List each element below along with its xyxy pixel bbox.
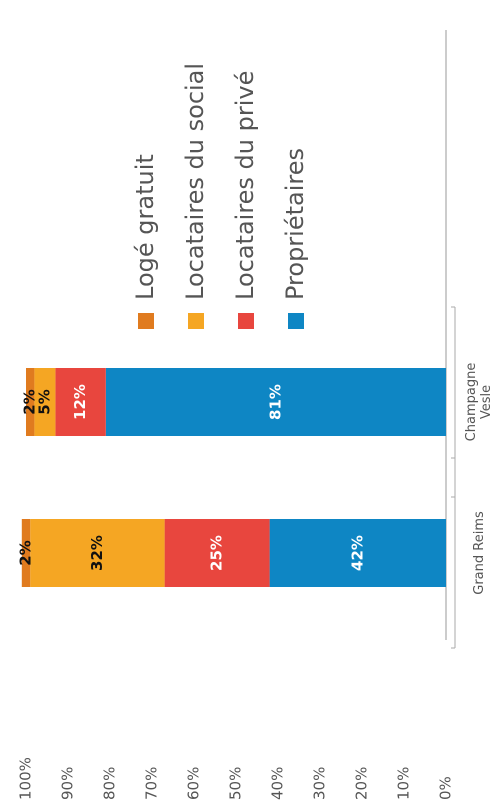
- tick-label-90pct: 90%: [59, 767, 77, 800]
- tick-label-30pct: 30%: [311, 767, 329, 800]
- legend-label: Locataires du privé: [231, 71, 259, 300]
- legend-label: Locataires du social: [181, 63, 209, 300]
- tick-label-0pct: 0%: [437, 776, 455, 800]
- tick-label-40pct: 40%: [269, 767, 287, 800]
- bar-segment: [269, 519, 446, 587]
- data-label: 42%: [348, 535, 366, 571]
- data-label: 25%: [208, 535, 226, 571]
- legend-swatch: [288, 313, 304, 329]
- bar-segment: [55, 368, 106, 436]
- legend-swatch: [188, 313, 204, 329]
- bar-segment: [34, 368, 56, 436]
- bar-segment: [21, 519, 31, 587]
- data-label: 12%: [71, 384, 89, 420]
- data-label: 81%: [266, 384, 284, 420]
- bar-segment: [26, 368, 35, 436]
- tick-label-100pct: 100%: [17, 757, 35, 800]
- tick-label-80pct: 80%: [101, 767, 119, 800]
- tick-label-10pct: 10%: [395, 767, 413, 800]
- legend-swatch: [238, 313, 254, 329]
- data-label: 5%: [35, 389, 53, 414]
- legend-swatch: [138, 313, 154, 329]
- data-label: 2%: [21, 389, 39, 414]
- data-label: 2%: [17, 540, 35, 565]
- bar-segment: [105, 368, 447, 436]
- tick-label-50pct: 50%: [227, 767, 245, 800]
- legend-label: Propriétaires: [281, 148, 309, 300]
- tick-label-20pct: 20%: [353, 767, 371, 800]
- category-label: Champagne: [464, 363, 479, 442]
- bar-segment: [164, 519, 270, 587]
- data-label: 32%: [88, 535, 106, 571]
- tick-label-60pct: 60%: [185, 767, 203, 800]
- category-label: Vesle: [479, 385, 494, 419]
- legend-label: Logé gratuit: [131, 154, 159, 300]
- category-label: Grand Reims: [472, 511, 487, 595]
- tick-label-70pct: 70%: [143, 767, 161, 800]
- bar-segment: [30, 519, 165, 587]
